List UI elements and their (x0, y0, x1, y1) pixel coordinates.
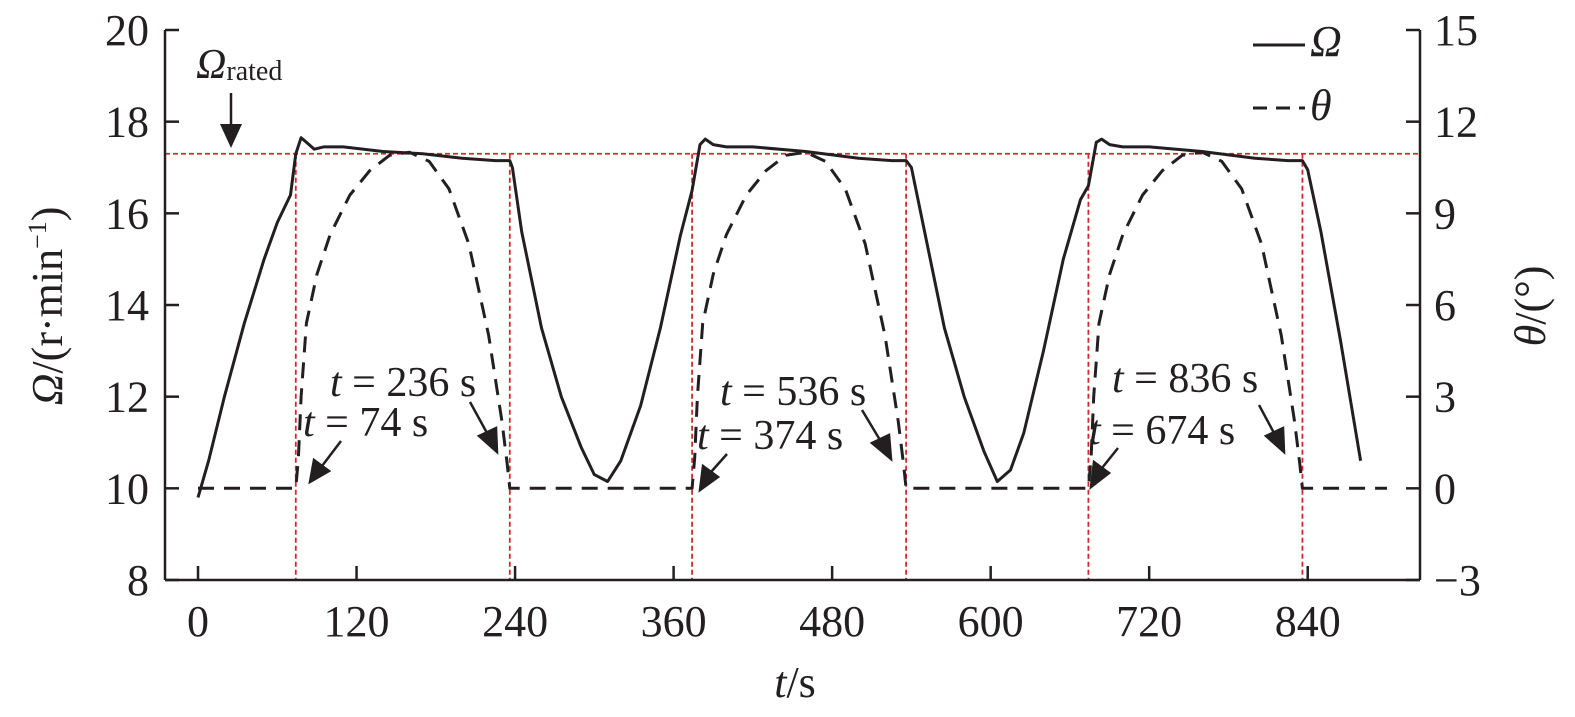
x-tick-label: 360 (641, 597, 707, 646)
legend-item-solid: Ω (1253, 17, 1342, 66)
y-right-tick-label: 12 (1434, 98, 1478, 147)
y-left-tick-label: 16 (105, 189, 149, 238)
arrow-t836 (1257, 404, 1286, 455)
annotation-t236: t = 236 s (330, 360, 476, 406)
y-left-axis-title: Ω/(r·min−1) (23, 207, 72, 406)
y-right-tick-label: 6 (1434, 281, 1456, 330)
axes: 0 120 240 360 480 600 720 840 8 10 12 14 16 18 20 −3 0 3 6… (105, 6, 1481, 646)
x-tick-label: 120 (324, 597, 390, 646)
y-right-tick-label: −3 (1434, 556, 1481, 605)
annotation-arrows (308, 401, 1286, 493)
y-right-tick-label: 0 (1434, 464, 1456, 513)
arrow-t236 (468, 401, 499, 455)
y-left-tick-label: 8 (127, 556, 149, 605)
y-left-tick-label: 20 (105, 6, 149, 55)
x-axis-title: t/s (774, 658, 816, 707)
annotation-t836: t = 836 s (1112, 356, 1258, 402)
series-layer (196, 136, 1387, 498)
x-tick-label: 0 (187, 597, 209, 646)
y-left-tick-label: 18 (105, 98, 149, 147)
rated-arrow (220, 93, 242, 148)
series-theta-line (198, 150, 1387, 490)
annotation-t74: t = 74 s (303, 400, 428, 446)
x-tick-label: 720 (1116, 597, 1182, 646)
annotation-t674: t = 674 s (1089, 408, 1235, 454)
y-right-tick-label: 15 (1434, 6, 1478, 55)
y-left-tick-label: 12 (105, 373, 149, 422)
y-right-axis-title: θ/(°) (1506, 266, 1555, 347)
arrow-t674 (1089, 447, 1119, 490)
x-tick-label: 600 (958, 597, 1024, 646)
y-right-tick-label: 9 (1434, 189, 1456, 238)
y-left-tick-label: 14 (105, 281, 149, 330)
y-left-tick-label: 10 (105, 464, 149, 513)
annotation-t374: t = 374 s (697, 413, 843, 459)
arrow-t536 (860, 409, 893, 462)
y-right-tick-label: 3 (1434, 373, 1456, 422)
legend: Ω θ (1253, 17, 1342, 130)
arrow-t374 (698, 453, 728, 493)
series-omega-line (196, 136, 1363, 498)
x-tick-label: 840 (1275, 597, 1341, 646)
legend-item-dashed: θ (1253, 81, 1332, 130)
annotation-t536: t = 536 s (720, 369, 866, 415)
x-tick-label: 240 (482, 597, 548, 646)
legend-label-theta: θ (1310, 81, 1332, 130)
x-tick-label: 480 (799, 597, 865, 646)
rated-speed-label: Ωrated (196, 42, 282, 88)
legend-label-omega: Ω (1310, 17, 1342, 66)
arrow-t74 (308, 440, 342, 485)
